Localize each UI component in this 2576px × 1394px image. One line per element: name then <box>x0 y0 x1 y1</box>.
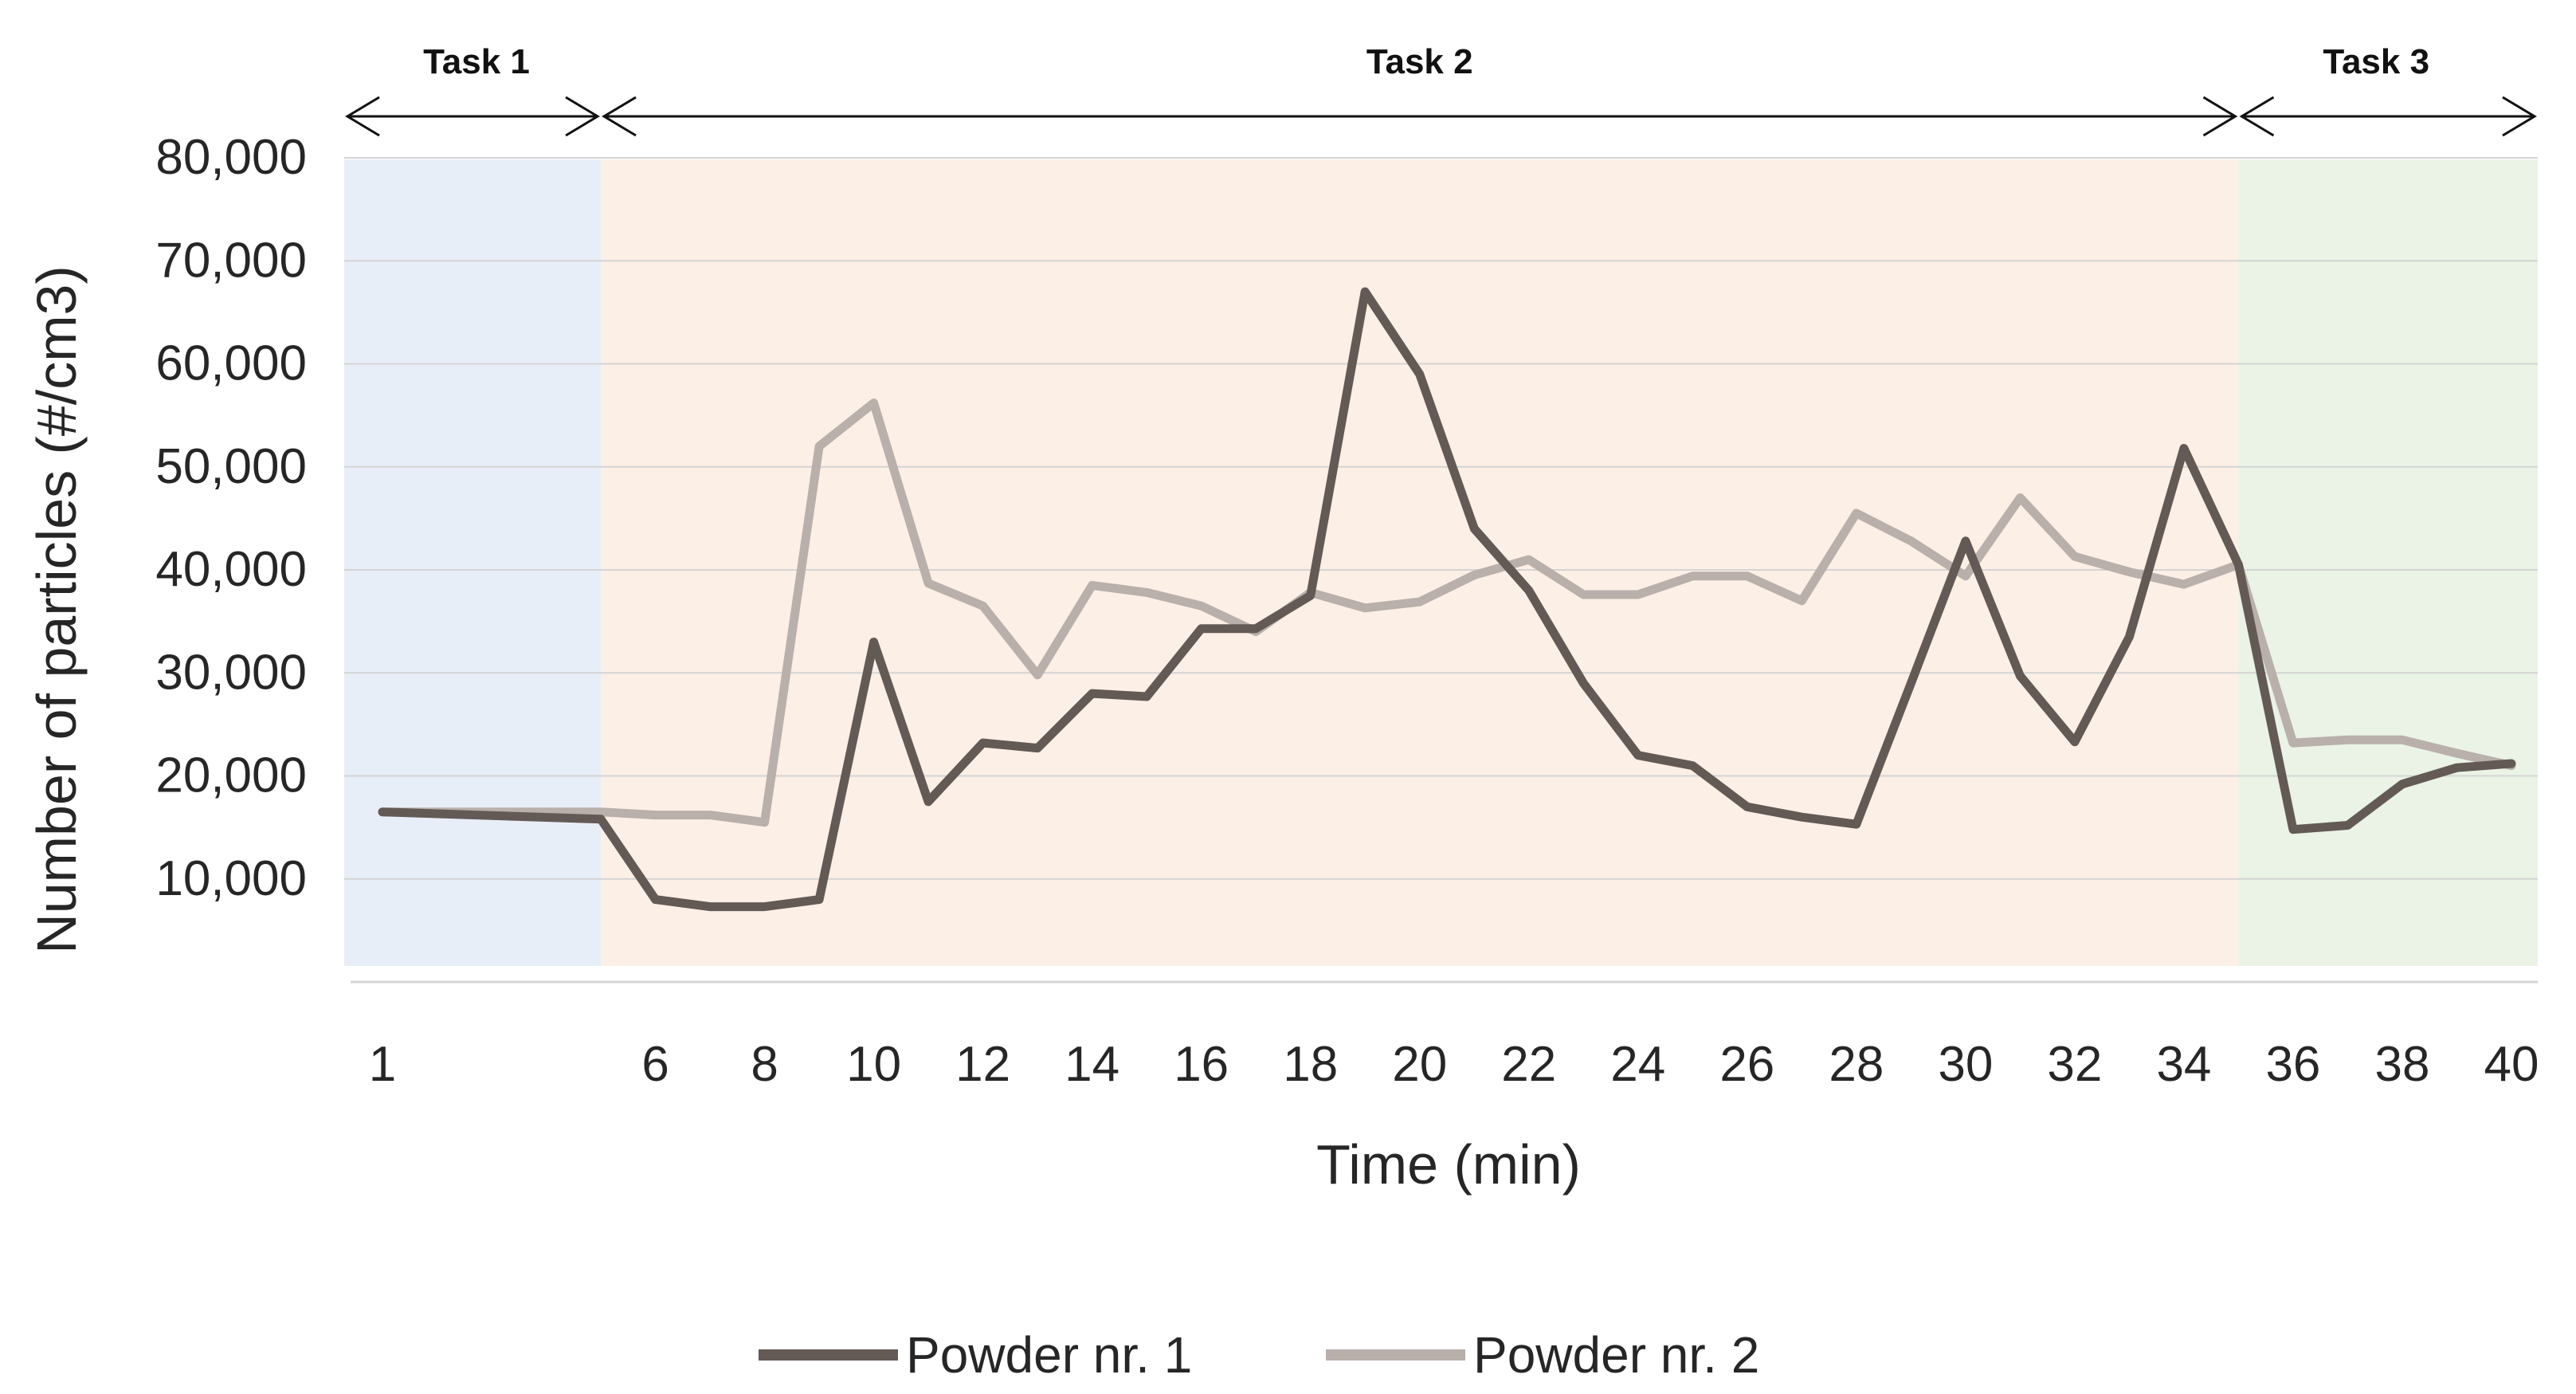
task-regions <box>344 159 2538 966</box>
x-tick-label: 18 <box>1283 1037 1338 1092</box>
series-line-powder-nr-2 <box>378 399 2516 827</box>
legend-label: Powder nr. 2 <box>1473 1326 1759 1384</box>
x-tick-label: 36 <box>2265 1037 2320 1092</box>
x-tick-label: 40 <box>2484 1037 2539 1092</box>
x-tick-label: 14 <box>1065 1037 1119 1092</box>
x-tick-label: 22 <box>1501 1037 1556 1092</box>
task-arrows: Task 1 Task 2 Task 3 <box>345 42 2537 137</box>
gridlines <box>344 157 2538 984</box>
legend-label: Powder nr. 1 <box>906 1326 1192 1384</box>
x-axis-title: Time (min) <box>1316 1133 1581 1196</box>
task-region-1 <box>344 159 602 966</box>
x-tick-label: 16 <box>1174 1037 1229 1092</box>
legend: Powder nr. 1 Powder nr. 2 <box>759 1326 1759 1384</box>
x-tick-label: 24 <box>1610 1037 1665 1092</box>
task-region-3 <box>2238 159 2538 966</box>
x-tick-label: 10 <box>846 1037 901 1092</box>
y-tick-label: 30,000 <box>155 645 307 700</box>
y-tick-label: 40,000 <box>155 542 307 597</box>
task-arrow-head-left <box>2239 96 2275 137</box>
x-axis-ticks: 1 6 8 10 12 14 16 18 20 22 24 26 28 30 32 34 36 38 40 <box>369 1037 2539 1092</box>
x-tick-label: 34 <box>2156 1037 2211 1092</box>
task-label: Task 1 <box>423 42 530 81</box>
y-tick-label: 70,000 <box>155 233 307 288</box>
task-arrow-head-right <box>2202 96 2238 137</box>
x-tick-label: 1 <box>369 1037 396 1092</box>
y-tick-label: 50,000 <box>155 439 307 494</box>
x-tick-label: 32 <box>2047 1037 2102 1092</box>
x-tick-label: 12 <box>955 1037 1010 1092</box>
y-axis-title: Number of particles (#/cm3) <box>25 265 88 954</box>
series-lines <box>378 287 2516 912</box>
y-tick-label: 10,000 <box>155 851 307 906</box>
x-tick-label: 20 <box>1392 1037 1447 1092</box>
x-tick-label: 26 <box>1719 1037 1774 1092</box>
task-arrow-head-left <box>345 96 380 137</box>
task-label: Task 3 <box>2323 42 2429 81</box>
task-arrow-head-left <box>602 96 637 137</box>
task-label: Task 2 <box>1366 42 1473 81</box>
task-region-2 <box>601 159 2239 966</box>
y-axis-ticks: 10,000 20,000 30,000 40,000 50,000 60,000 70,0… <box>155 130 307 906</box>
task-arrow-head-right <box>2502 96 2537 137</box>
x-tick-label: 30 <box>1938 1037 1993 1092</box>
x-tick-label: 6 <box>641 1037 669 1092</box>
task-arrow-head-right <box>565 96 600 137</box>
x-tick-label: 38 <box>2374 1037 2429 1092</box>
series-line-powder-nr-1 <box>378 287 2516 912</box>
y-tick-label: 20,000 <box>155 748 307 803</box>
x-tick-label: 8 <box>751 1037 778 1092</box>
y-tick-label: 60,000 <box>155 336 307 391</box>
x-tick-label: 28 <box>1829 1037 1884 1092</box>
y-tick-label: 80,000 <box>155 130 307 185</box>
